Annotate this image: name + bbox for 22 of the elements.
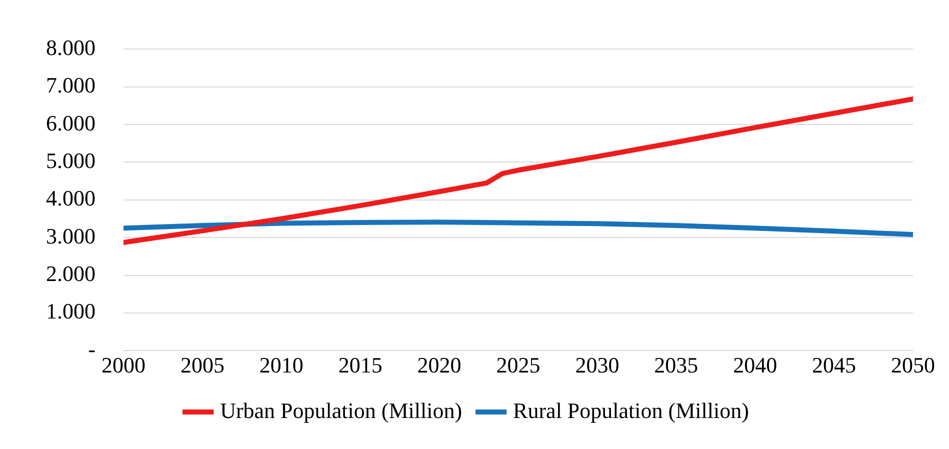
y-tick-label: 6.000 <box>46 110 96 136</box>
x-tick-label: 2005 <box>180 352 224 378</box>
legend-label: Rural Population (Million) <box>513 398 749 423</box>
x-tick-label: 2040 <box>733 352 778 378</box>
x-tick-label: 2020 <box>417 352 462 378</box>
x-tick-label: 2010 <box>259 352 304 378</box>
y-tick-label: 4.000 <box>46 186 96 211</box>
y-tick-label: 7.000 <box>46 72 96 98</box>
y-tick-label: 2.000 <box>46 261 96 286</box>
x-tick-label: 2045 <box>812 352 856 378</box>
legend-label: Urban Population (Million) <box>220 398 462 423</box>
x-tick-label: 2000 <box>102 352 146 378</box>
x-tick-label: 2015 <box>338 352 382 378</box>
y-tick-label: 5.000 <box>46 148 96 174</box>
x-tick-label: 2035 <box>654 352 698 378</box>
x-tick-label: 2030 <box>575 352 620 378</box>
y-tick-label: 1.000 <box>46 298 96 324</box>
y-tick-label: - <box>88 336 96 362</box>
x-tick-label: 2025 <box>496 352 540 378</box>
x-tick-label: 2050 <box>891 352 935 378</box>
y-tick-label: 8.000 <box>46 34 96 60</box>
y-tick-label: 3.000 <box>46 223 96 248</box>
